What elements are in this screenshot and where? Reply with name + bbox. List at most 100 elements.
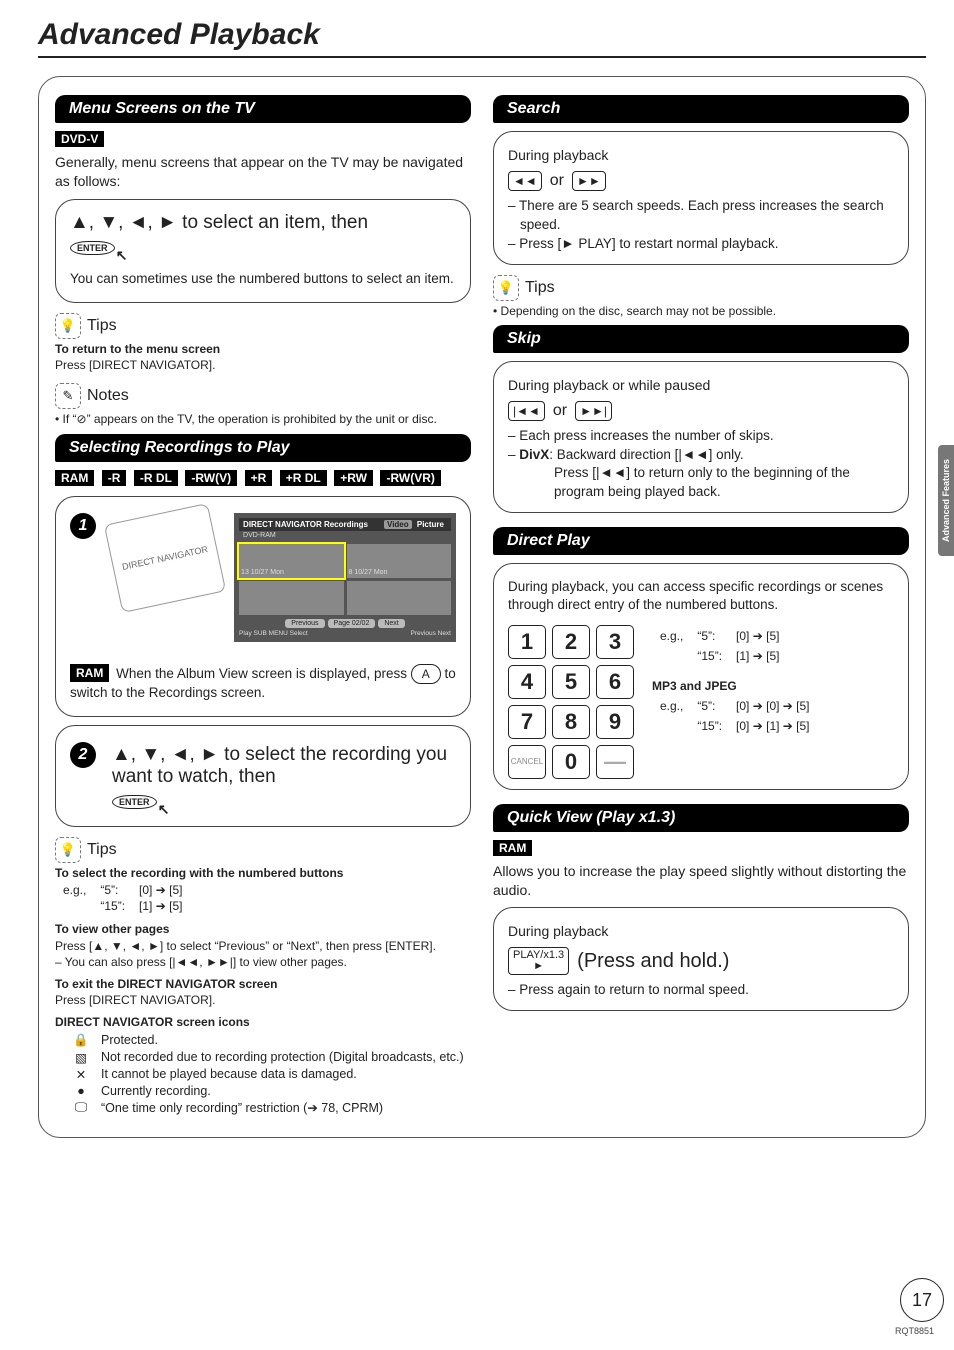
numkey-4: 4 <box>508 665 546 699</box>
doc-reference: RQT8851 <box>895 1326 934 1336</box>
icon-desc: “One time only recording” restriction (➔… <box>101 1100 383 1115</box>
tips2-h2: To view other pages <box>55 921 471 937</box>
page-title: Advanced Playback <box>38 18 926 52</box>
tips-body: Press [DIRECT NAVIGATOR]. <box>55 357 471 373</box>
icon-desc: Currently recording. <box>101 1084 211 1098</box>
direct-examples: e.g., “5”: [0] ➔ [5] “15”: [1] ➔ [5] MP3… <box>652 625 818 737</box>
key-skip-fwd: ►►| <box>575 401 612 421</box>
or-label: or <box>550 172 564 190</box>
skip-panel: During playback or while paused |◄◄ or ►… <box>493 361 909 513</box>
playx-bot: ► <box>533 960 544 972</box>
disc-badges: RAM -R -R DL -RW(V) +R +R DL +RW -RW(VR) <box>55 468 471 488</box>
tips2-p3: Press [DIRECT NAVIGATOR]. <box>55 992 471 1008</box>
skip-note-1: Each press increases the number of skips… <box>508 427 894 446</box>
nav-header: DIRECT NAVIGATOR Recordings <box>243 520 368 529</box>
navigator-screenshot: DIRECT NAVIGATOR Recordings Video Pictur… <box>234 513 456 642</box>
key-playx13: PLAY/x1.3 ► <box>508 947 569 975</box>
enter-label: ENTER <box>77 243 108 253</box>
hold-instruction: (Press and hold.) <box>577 950 729 973</box>
step2-instruction: ▲, ▼, ◄, ► to select the recording you w… <box>112 744 456 788</box>
nav-tab-picture: Picture <box>414 520 447 529</box>
notes-label: Notes <box>87 387 129 405</box>
nav-tab-video: Video <box>384 520 412 529</box>
eg-label: e.g., <box>654 697 689 715</box>
tips2-p2a: Press [▲, ▼, ◄, ►] to select “Previous” … <box>55 938 471 954</box>
badge-ram-inline: RAM <box>70 664 109 682</box>
numkey-blank: — <box>596 745 634 779</box>
nav-btn-page: Page 02/02 <box>328 619 376 628</box>
eg-label: e.g., <box>57 883 92 897</box>
nav-cell <box>239 581 343 615</box>
step2-panel: 2 ▲, ▼, ◄, ► to select the recording you… <box>55 725 471 827</box>
icon-desc: Not recorded due to recording protection… <box>101 1050 464 1065</box>
quick-context: During playback <box>508 922 894 941</box>
step-2-badge: 2 <box>70 742 96 768</box>
quick-intro: Allows you to increase the play speed sl… <box>493 862 909 900</box>
eg-key: “15”: <box>94 899 131 913</box>
step-1-badge: 1 <box>70 513 96 539</box>
right-column: Search During playback ◄◄ or ►► There ar… <box>493 95 909 1117</box>
step1-select-panel: 1 DIRECT NAVIGATOR DIRECT NAVIGATOR Reco… <box>55 496 471 718</box>
section-menu-screens: Menu Screens on the TV <box>55 95 471 123</box>
icon-sym: 🔒 <box>73 1033 89 1048</box>
badge: -R DL <box>134 470 178 486</box>
icons-heading: DIRECT NAVIGATOR screen icons <box>55 1014 471 1030</box>
direct-play-panel: During playback, you can access specific… <box>493 563 909 789</box>
eg-val: [0] ➔ [5] <box>133 883 188 897</box>
key-skip-back: |◄◄ <box>508 401 545 421</box>
eg-key: “15”: <box>691 717 728 735</box>
icon-desc: Protected. <box>101 1033 158 1048</box>
nav-cell <box>347 581 451 615</box>
section-select-recordings: Selecting Recordings to Play <box>55 434 471 462</box>
or-label: or <box>553 402 567 420</box>
divx-text: : Backward direction [|◄◄] only. <box>549 447 743 462</box>
eg-val: [0] ➔ [1] ➔ [5] <box>730 717 815 735</box>
eg-key: “5”: <box>94 883 131 897</box>
nav-btn-next: Next <box>378 619 404 628</box>
badge: RAM <box>55 470 94 486</box>
menu-intro: Generally, menu screens that appear on t… <box>55 153 471 191</box>
eg-val: [1] ➔ [5] <box>730 647 785 665</box>
section-skip: Skip <box>493 325 909 353</box>
ram-note: RAM When the Album View screen is displa… <box>70 662 456 703</box>
left-column: Menu Screens on the TV DVD-V Generally, … <box>55 95 471 1117</box>
title-rule <box>38 56 926 58</box>
skip-subnote: Press [|◄◄] to return only to the beginn… <box>520 464 894 502</box>
step1-panel: ▲, ▼, ◄, ► to select an item, then ENTER… <box>55 199 471 303</box>
notes-body: • If “⊘” appears on the TV, the operatio… <box>55 411 471 427</box>
skip-note-2: DivX: Backward direction [|◄◄] only. Pre… <box>508 446 894 503</box>
tips-heading: To return to the menu screen <box>55 341 471 357</box>
icon-sym: ● <box>73 1084 89 1098</box>
tips-label: Tips <box>525 279 555 297</box>
cursor-icon: ↖ <box>116 247 128 264</box>
numkey-cancel: CANCEL <box>508 745 546 779</box>
icon-desc: It cannot be played because data is dama… <box>101 1067 357 1082</box>
cursor-icon: ↖ <box>158 801 170 818</box>
section-search: Search <box>493 95 909 123</box>
notes-icon: ✎ <box>55 383 81 409</box>
key-fastforward: ►► <box>572 171 606 191</box>
badge: -R <box>102 470 127 486</box>
numkey-7: 7 <box>508 705 546 739</box>
eg-key: “15”: <box>691 647 728 665</box>
numkey-2: 2 <box>552 625 590 659</box>
sidebar-tab: Advanced Features <box>938 445 954 556</box>
badge: +R <box>245 470 273 486</box>
tips-label: Tips <box>87 317 117 335</box>
icon-list: 🔒Protected. ▧Not recorded due to recordi… <box>73 1033 471 1115</box>
nav-cell: 8 10/27 Mon <box>347 544 451 578</box>
badge: -RW(VR) <box>380 470 440 486</box>
step1-note: You can sometimes use the numbered butto… <box>70 270 456 288</box>
nav-subheader: DVD-RAM <box>239 531 451 540</box>
eg-label: e.g., <box>654 627 689 645</box>
badge: +RW <box>334 470 373 486</box>
numkey-1: 1 <box>508 625 546 659</box>
badge: -RW(V) <box>185 470 237 486</box>
mp3-heading: MP3 and JPEG <box>652 677 818 695</box>
icon-sym: 🖵 <box>73 1100 89 1115</box>
numkey-0: 0 <box>552 745 590 779</box>
step1-instruction: ▲, ▼, ◄, ► to select an item, then <box>70 212 456 234</box>
section-quick-view: Quick View (Play x1.3) <box>493 804 909 832</box>
numkey-5: 5 <box>552 665 590 699</box>
search-tips-body: • Depending on the disc, search may not … <box>493 303 909 319</box>
